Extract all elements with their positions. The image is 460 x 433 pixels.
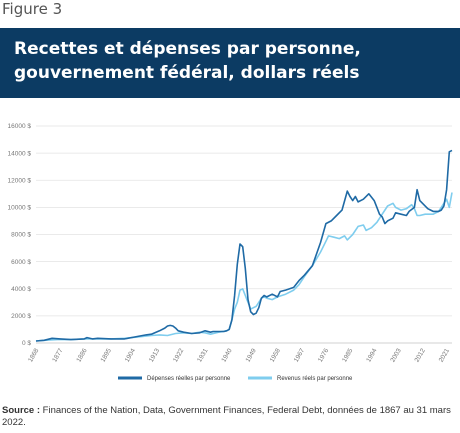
y-tick-label: 0 $ bbox=[22, 340, 31, 347]
chart-title-line-1: Recettes et dépenses par personne, bbox=[14, 39, 361, 59]
source-note: Source : Finances of the Nation, Data, G… bbox=[2, 405, 454, 429]
x-tick-label: 1985 bbox=[341, 347, 354, 363]
source-text: Finances of the Nation, Data, Government… bbox=[2, 405, 451, 428]
y-tick-label: 6000 $ bbox=[11, 259, 31, 266]
series-line-expenses bbox=[35, 149, 453, 342]
legend-label-revenues: Revenus réels par personne bbox=[277, 376, 353, 382]
series-lines bbox=[35, 149, 453, 342]
legend: Dépenses réelles par personne Revenus rée… bbox=[118, 376, 353, 382]
x-tick-label: 1886 bbox=[75, 347, 88, 363]
x-tick-label: 1967 bbox=[293, 347, 306, 363]
x-tick-label: 2021 bbox=[438, 347, 451, 363]
y-tick-label: 12000 $ bbox=[8, 177, 32, 184]
x-tick-label: 1994 bbox=[365, 347, 378, 363]
y-tick-label: 14000 $ bbox=[8, 150, 32, 157]
series-line-revenues bbox=[35, 192, 453, 342]
x-tick-label: 1931 bbox=[196, 347, 209, 363]
x-tick-label: 2012 bbox=[414, 347, 427, 363]
y-tick-label: 10000 $ bbox=[8, 205, 32, 212]
x-axis-ticks: 1868 1877 1886 1895 1904 1913 1922 1931 1940 1949… bbox=[27, 347, 451, 363]
x-tick-label: 1877 bbox=[51, 347, 64, 363]
legend-label-expenses: Dépenses réelles par personne bbox=[147, 376, 231, 382]
y-tick-label: 16000 $ bbox=[8, 123, 32, 130]
x-tick-label: 1958 bbox=[269, 347, 282, 363]
x-tick-label: 2003 bbox=[389, 347, 402, 363]
line-chart: 0 $ 2000 $ 4000 $ 6000 $ 8000 $ 10000 $ 12000 … bbox=[8, 123, 453, 382]
chart-title-line-2: gouvernement fédéral, dollars réels bbox=[14, 63, 360, 83]
x-tick-label: 1976 bbox=[317, 347, 330, 363]
x-tick-label: 1922 bbox=[172, 347, 185, 363]
source-label: Source : bbox=[2, 405, 41, 416]
grid-lines bbox=[36, 125, 452, 344]
y-tick-label: 4000 $ bbox=[11, 286, 31, 293]
title-banner: Recettes et dépenses par personne, gouve… bbox=[0, 28, 460, 98]
x-tick-label: 1913 bbox=[148, 347, 161, 363]
figure-label: Figure 3 bbox=[2, 0, 63, 18]
x-tick-label: 1904 bbox=[124, 347, 137, 363]
x-tick-label: 1895 bbox=[100, 347, 113, 363]
y-axis-ticks: 0 $ 2000 $ 4000 $ 6000 $ 8000 $ 10000 $ 12000 … bbox=[8, 123, 32, 347]
y-tick-label: 2000 $ bbox=[11, 313, 31, 320]
x-tick-label: 1868 bbox=[27, 347, 40, 363]
y-tick-label: 8000 $ bbox=[11, 232, 31, 239]
x-tick-label: 1940 bbox=[220, 347, 233, 363]
x-tick-label: 1949 bbox=[245, 347, 258, 363]
